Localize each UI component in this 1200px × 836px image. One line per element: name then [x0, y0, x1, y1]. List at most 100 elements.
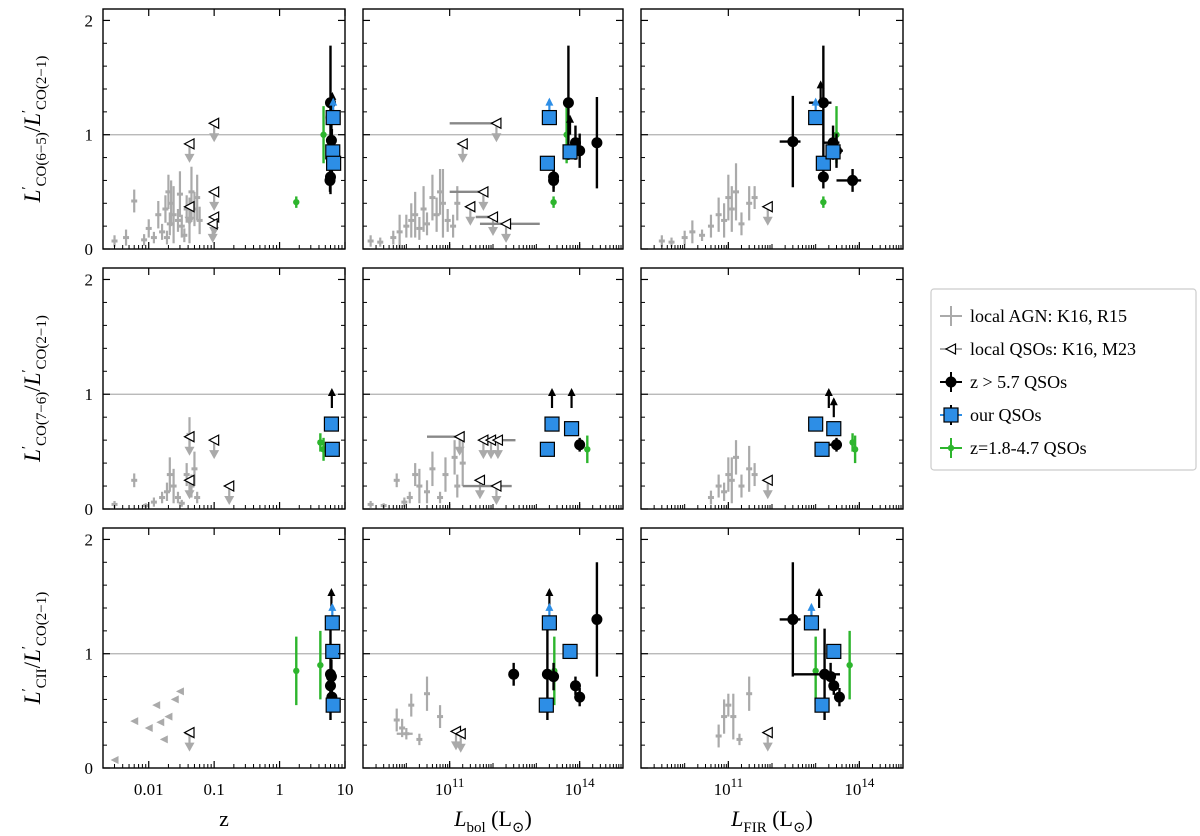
arrowhead — [328, 91, 337, 100]
point-local_agn — [377, 237, 384, 247]
legend-entry-our: our QSOs — [940, 405, 1042, 425]
point-local_agn — [730, 693, 737, 740]
legend-marker — [943, 407, 959, 423]
arrowhead — [455, 743, 466, 753]
marker — [317, 439, 324, 446]
x-tick-label: 10 — [337, 780, 354, 799]
point-our — [826, 643, 842, 660]
point-our — [814, 441, 830, 457]
triangle-marker — [490, 117, 502, 130]
point-local_agn — [166, 457, 173, 492]
point-mid_z — [846, 630, 853, 700]
point-local_agn — [111, 235, 118, 247]
point-local_qso — [491, 434, 516, 460]
arrowhead — [811, 97, 820, 106]
arrowhead — [327, 388, 336, 397]
tick-base: 10 — [435, 780, 452, 799]
marker — [846, 661, 853, 669]
sun-symbol: ⊙ — [793, 820, 806, 836]
point-local_qso — [462, 480, 512, 506]
point-local_agn — [181, 228, 188, 243]
marker — [541, 109, 557, 126]
marker — [591, 137, 603, 149]
point-our — [539, 441, 555, 457]
point-local_agn — [725, 457, 732, 492]
point-local_agn — [736, 733, 743, 746]
panel-r3-c3: 1011 1014 — [640, 527, 904, 799]
point-local_agn — [424, 480, 431, 504]
marker — [849, 439, 856, 446]
arrowhead — [328, 602, 337, 611]
data-points — [111, 388, 340, 508]
triangle-marker — [130, 717, 139, 726]
point-z57 — [548, 662, 560, 691]
arrowhead — [184, 446, 195, 456]
point-local_agn — [196, 206, 203, 235]
marker — [539, 155, 555, 171]
marker — [538, 697, 554, 713]
arrowhead — [824, 388, 833, 397]
arrowhead — [184, 742, 195, 752]
triangle-marker — [207, 117, 220, 130]
arrowhead — [184, 153, 195, 163]
triangle-marker — [761, 200, 773, 213]
arrowhead — [474, 490, 485, 500]
point-local_agn — [715, 724, 722, 748]
tick-exponent: 14 — [861, 775, 875, 790]
prime: ′ — [20, 446, 35, 449]
triangle-marker — [207, 434, 220, 447]
panel-frame — [102, 527, 346, 769]
point-z57 — [779, 95, 801, 188]
point-local_agn — [725, 693, 732, 717]
point-local_agn — [721, 482, 728, 501]
marker — [563, 421, 580, 437]
point-z57 — [548, 169, 560, 192]
tick-base: 10 — [844, 780, 861, 799]
arrowhead — [488, 227, 498, 236]
arrowhead — [184, 490, 195, 500]
point-local_agn — [393, 473, 400, 488]
point-local_agn — [721, 699, 728, 734]
arrowhead — [567, 388, 576, 397]
marker — [584, 446, 591, 453]
point-local_agn — [429, 174, 436, 221]
point-local_agn — [396, 214, 403, 249]
point-local_agn — [429, 451, 436, 487]
x-axis-title: z — [219, 806, 229, 831]
point-local_qso — [475, 211, 499, 236]
tick-base: 10 — [565, 780, 582, 799]
x-tick-label: 1014 — [844, 775, 875, 799]
y-tick-label: 0 — [85, 240, 94, 259]
triangle-marker — [486, 211, 499, 223]
point-mid_z — [320, 106, 327, 164]
point-local_agn — [715, 474, 722, 498]
x-axis-title: Lbol (L⊙) — [453, 806, 532, 836]
triangle-marker — [206, 217, 218, 230]
panel-r3-c1: 0 1 2 0.01 0.1 1 10 — [85, 527, 354, 799]
point-mid_z — [317, 630, 324, 700]
point-z57 — [828, 437, 843, 452]
marker — [812, 667, 819, 675]
point-z57 — [828, 676, 840, 695]
arrowhead — [566, 114, 575, 123]
panel-frame — [362, 267, 624, 510]
marker — [574, 691, 586, 703]
marker — [817, 97, 829, 109]
arrowhead — [327, 588, 336, 596]
point-our — [544, 416, 560, 432]
point-local_agn — [746, 445, 753, 492]
arrowhead — [454, 446, 465, 456]
marker — [539, 441, 555, 457]
tick-exponent: 11 — [452, 775, 465, 790]
point-local_agn — [178, 499, 185, 507]
marker — [814, 441, 830, 457]
triangle-marker — [183, 137, 195, 150]
arrowhead — [816, 80, 825, 89]
point-local_agn — [174, 491, 181, 504]
triangle-marker — [183, 726, 195, 739]
point-local_agn — [170, 186, 177, 244]
row-label-symbol: L — [20, 649, 45, 663]
point-local_agn — [152, 701, 161, 710]
arrowhead — [209, 133, 220, 143]
